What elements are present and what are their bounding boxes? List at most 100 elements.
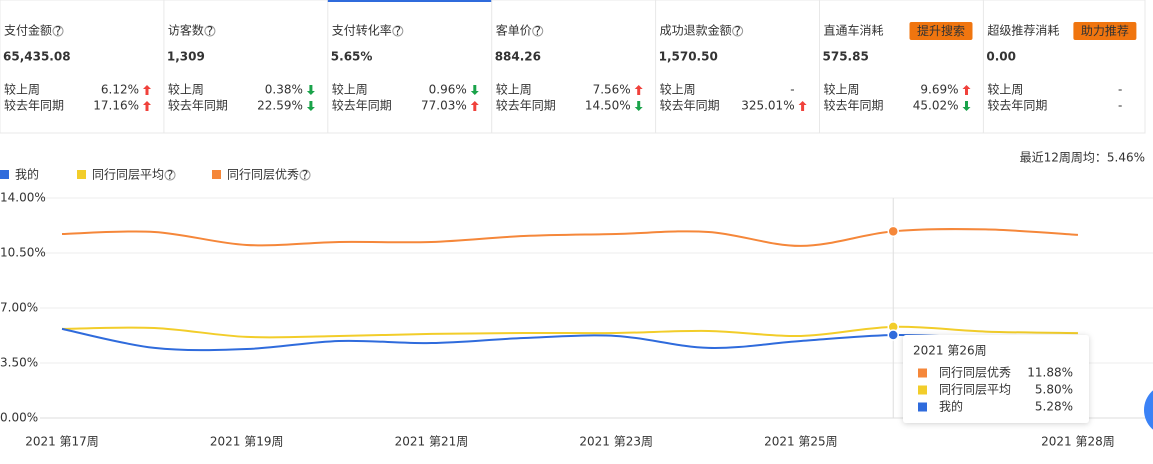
help-icon: ? [535, 24, 541, 38]
help-icon: ? [167, 168, 173, 182]
compare-label: 较上周 [332, 82, 368, 97]
compare-label: 较去年同期 [496, 98, 556, 113]
trend-arrow [962, 85, 971, 95]
card-title: 支付转化率 [332, 23, 392, 38]
compare-value: 14.50% [585, 99, 631, 113]
trend-arrow [306, 101, 315, 111]
help-icon [204, 25, 216, 37]
card-value: 65,435.08 [3, 50, 71, 64]
compare-value: - [1118, 83, 1122, 97]
tooltip-swatch [918, 368, 927, 378]
y-tick-label: 3.50% [0, 356, 38, 370]
card-title: 超级推荐消耗 [987, 23, 1059, 38]
x-tick-label: 2021 第21周 [395, 435, 469, 449]
compare-value: 22.59% [257, 99, 303, 113]
series-line [61, 327, 1078, 352]
card-value: 0.00 [986, 50, 1016, 64]
compare-value: 0.38% [265, 83, 303, 97]
card-title: 成功退款金额 [660, 23, 732, 38]
help-icon: ? [734, 24, 740, 38]
tooltip-value: 5.80% [1035, 383, 1073, 397]
compare-value: 9.69% [920, 83, 958, 97]
series-line [61, 228, 1079, 247]
tooltip-value: 5.28% [1035, 400, 1073, 414]
trend-arrow [306, 85, 315, 95]
card-title: 客单价 [496, 23, 532, 38]
tooltip-name: 同行同层优秀 [939, 366, 1011, 380]
trend-arrow [634, 85, 643, 95]
cards-bg [0, 0, 1146, 134]
compare-value: 0.96% [429, 83, 467, 97]
highlight-dot [887, 329, 899, 341]
x-tick-label: 2021 第25周 [764, 435, 838, 449]
trend-arrow [470, 101, 479, 111]
compare-value: - [790, 83, 794, 97]
highlight-dot [887, 225, 899, 238]
trend-arrow [143, 101, 151, 111]
x-tick-label: 2021 第17周 [25, 435, 99, 449]
compare-label: 较去年同期 [168, 98, 228, 113]
legend-label: 同行同层优秀 [227, 168, 299, 182]
card-button-label: 提升搜索 [917, 23, 965, 38]
compare-value: 325.01% [741, 99, 794, 113]
card-title: 支付金额 [4, 23, 52, 38]
tooltip-title: 2021 第26周 [913, 344, 987, 358]
help-icon [392, 25, 404, 37]
tooltip-box [903, 335, 1089, 423]
help-icon [299, 169, 311, 181]
card-button [909, 22, 973, 40]
help-icon [164, 169, 176, 181]
help-icon: ? [302, 168, 308, 182]
trend-arrow [634, 101, 643, 111]
compare-label: 较去年同期 [4, 98, 64, 113]
y-tick-label: 10.50% [0, 246, 46, 260]
compare-value: 17.16% [93, 99, 139, 113]
y-tick-label: 14.00% [0, 191, 46, 205]
legend-swatch [77, 170, 86, 179]
trend-arrow [143, 85, 151, 95]
compare-label: 较上周 [168, 82, 204, 97]
compare-label: 较上周 [496, 82, 532, 97]
help-icon: ? [55, 24, 61, 38]
compare-label: 较上周 [824, 82, 860, 97]
card-value: 5.65% [331, 50, 373, 64]
card-value: 1,570.50 [659, 50, 718, 64]
help-icon: ? [395, 24, 401, 38]
compare-label: 较上周 [987, 82, 1023, 97]
compare-value: 77.03% [421, 99, 467, 113]
trend-arrow [470, 85, 479, 95]
x-tick-label: 2021 第23周 [579, 435, 653, 449]
legend-label: 同行同层平均 [92, 168, 164, 182]
help-icon [732, 25, 744, 37]
card-button-label: 助力推荐 [1081, 24, 1129, 38]
compare-value: 45.02% [913, 99, 959, 113]
tooltip-swatch [918, 385, 927, 395]
legend-swatch [212, 170, 221, 179]
x-tick-label: 2021 第19周 [210, 435, 284, 449]
legend-swatch [0, 170, 9, 179]
card-title: 直通车消耗 [824, 23, 884, 38]
legend-label: 我的 [15, 167, 39, 182]
compare-label: 较去年同期 [660, 98, 720, 113]
card-value: 1,309 [167, 50, 205, 64]
compare-value: 7.56% [593, 83, 631, 97]
chart-summary: 最近12周周均：5.46% [1020, 151, 1145, 165]
tooltip-name: 我的 [939, 399, 963, 414]
float-button[interactable] [1144, 384, 1153, 436]
card-selected-bar [327, 0, 492, 2]
trend-arrow [962, 101, 971, 111]
card-button [1073, 22, 1137, 40]
card-value: 575.85 [823, 50, 869, 64]
tooltip-swatch [918, 402, 927, 412]
compare-label: 较去年同期 [987, 98, 1047, 113]
compare-label: 较上周 [4, 82, 40, 97]
card-value: 884.26 [495, 50, 541, 64]
card-title: 访客数 [168, 23, 204, 38]
tooltip-name: 同行同层平均 [939, 383, 1011, 397]
y-tick-label: 7.00% [0, 301, 38, 315]
compare-label: 较上周 [660, 82, 696, 97]
trend-arrow [798, 101, 807, 111]
y-tick-label: 0.00% [0, 411, 38, 425]
series-line [61, 325, 1078, 339]
